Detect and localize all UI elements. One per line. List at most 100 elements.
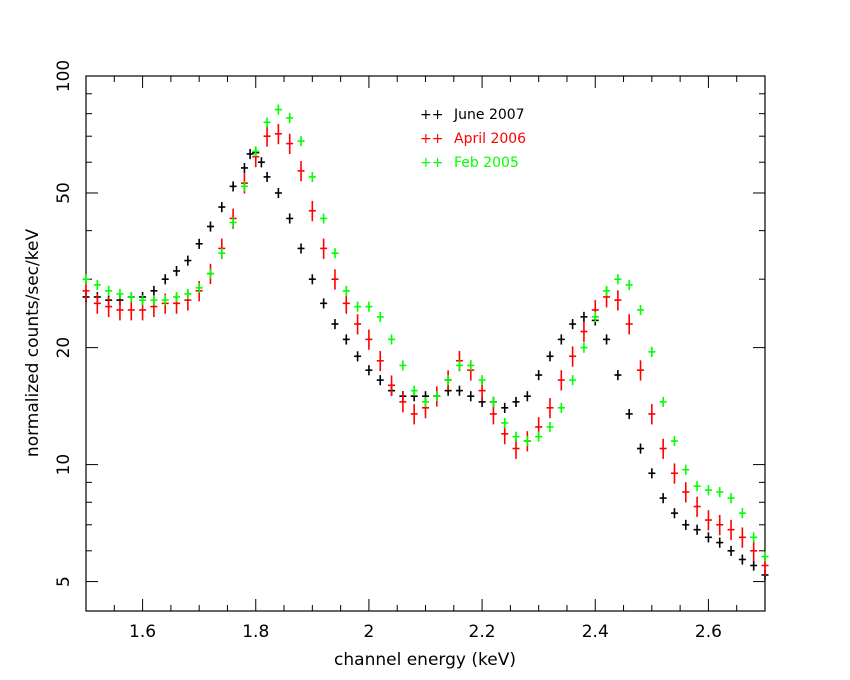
data-point	[580, 311, 588, 322]
data-point	[354, 314, 362, 335]
data-point	[704, 532, 712, 543]
legend-marker: ++	[420, 107, 443, 123]
data-point	[161, 274, 169, 285]
data-point	[750, 560, 758, 571]
series-feb-2005	[82, 104, 769, 562]
data-point	[342, 285, 350, 296]
data-point	[455, 360, 463, 371]
data-point	[331, 269, 339, 290]
data-point	[433, 391, 441, 402]
data-point	[297, 243, 305, 254]
data-point	[388, 334, 396, 345]
data-point	[82, 274, 90, 285]
data-point	[342, 334, 350, 345]
data-point	[738, 527, 746, 548]
data-point	[150, 295, 158, 306]
data-point	[331, 248, 339, 259]
data-point	[523, 391, 531, 402]
data-point	[637, 443, 645, 454]
data-point	[308, 200, 316, 222]
data-point	[308, 274, 316, 285]
data-point	[603, 285, 611, 296]
data-point	[218, 248, 226, 259]
data-point	[727, 545, 735, 556]
data-point	[659, 438, 667, 459]
data-point	[580, 321, 588, 342]
data-point	[557, 402, 565, 413]
data-point	[501, 402, 509, 413]
series-april-2006	[82, 123, 769, 576]
x-tick-label: 2	[364, 622, 375, 642]
data-point	[750, 532, 758, 543]
data-point	[195, 282, 203, 293]
data-point	[523, 436, 531, 447]
data-point	[320, 238, 328, 259]
x-axis-label: channel energy (keV)	[334, 650, 516, 670]
data-point	[501, 417, 509, 429]
data-point	[331, 319, 339, 330]
data-point	[625, 314, 633, 335]
data-point	[682, 464, 690, 475]
data-point	[365, 301, 373, 312]
data-point	[682, 519, 690, 530]
data-point	[738, 508, 746, 519]
data-point	[399, 392, 407, 413]
data-point	[93, 279, 101, 291]
y-tick-label: 5	[54, 576, 74, 587]
data-point	[727, 493, 735, 504]
data-point	[320, 298, 328, 309]
data-point	[716, 537, 724, 548]
data-point	[206, 221, 214, 232]
data-point	[682, 482, 690, 503]
x-tick-label: 1.8	[242, 622, 269, 642]
data-point	[252, 146, 260, 157]
data-point	[580, 342, 588, 353]
data-point	[569, 375, 577, 386]
data-point	[693, 481, 701, 492]
data-point	[546, 421, 554, 433]
data-point	[659, 493, 667, 504]
data-point	[546, 397, 554, 419]
data-point	[376, 375, 384, 386]
data-point	[246, 148, 254, 160]
x-tick-label: 2.4	[582, 622, 609, 642]
x-axis-ticks: 1.6 1.8 2 2.2 2.4 2.6	[85, 76, 766, 642]
data-point	[376, 311, 384, 322]
legend-label: Feb 2005	[454, 155, 519, 171]
data-point	[93, 293, 101, 314]
y-tick-label: 20	[54, 337, 74, 359]
data-point	[399, 360, 407, 371]
data-point	[274, 104, 282, 115]
y-tick-label: 100	[54, 60, 74, 92]
series-june-2007	[82, 147, 769, 581]
y-tick-label: 10	[54, 454, 74, 476]
data-point	[206, 268, 214, 279]
data-point	[512, 431, 520, 442]
legend-item-feb-2005: ++ Feb 2005	[420, 155, 519, 171]
data-point	[603, 334, 611, 345]
data-point	[704, 510, 712, 531]
data-point	[535, 431, 543, 442]
data-point	[263, 126, 271, 147]
data-point	[512, 438, 520, 459]
y-axis-label: normalized counts/sec/keV	[23, 229, 43, 458]
data-point	[297, 161, 305, 182]
data-point	[410, 385, 418, 396]
legend-label: June 2007	[453, 107, 525, 123]
data-point	[105, 285, 113, 296]
data-point	[422, 396, 429, 408]
data-point	[320, 213, 328, 224]
x-tick-label: 2.6	[695, 622, 722, 642]
data-point	[139, 295, 147, 306]
data-point	[218, 202, 226, 213]
data-point	[184, 255, 192, 266]
data-point	[82, 280, 90, 302]
data-point	[648, 346, 656, 358]
x-tick-label: 1.6	[129, 622, 156, 642]
data-point	[274, 187, 282, 199]
data-point	[670, 436, 678, 447]
data-point	[489, 404, 497, 425]
data-point	[354, 351, 362, 362]
data-point	[716, 487, 724, 498]
